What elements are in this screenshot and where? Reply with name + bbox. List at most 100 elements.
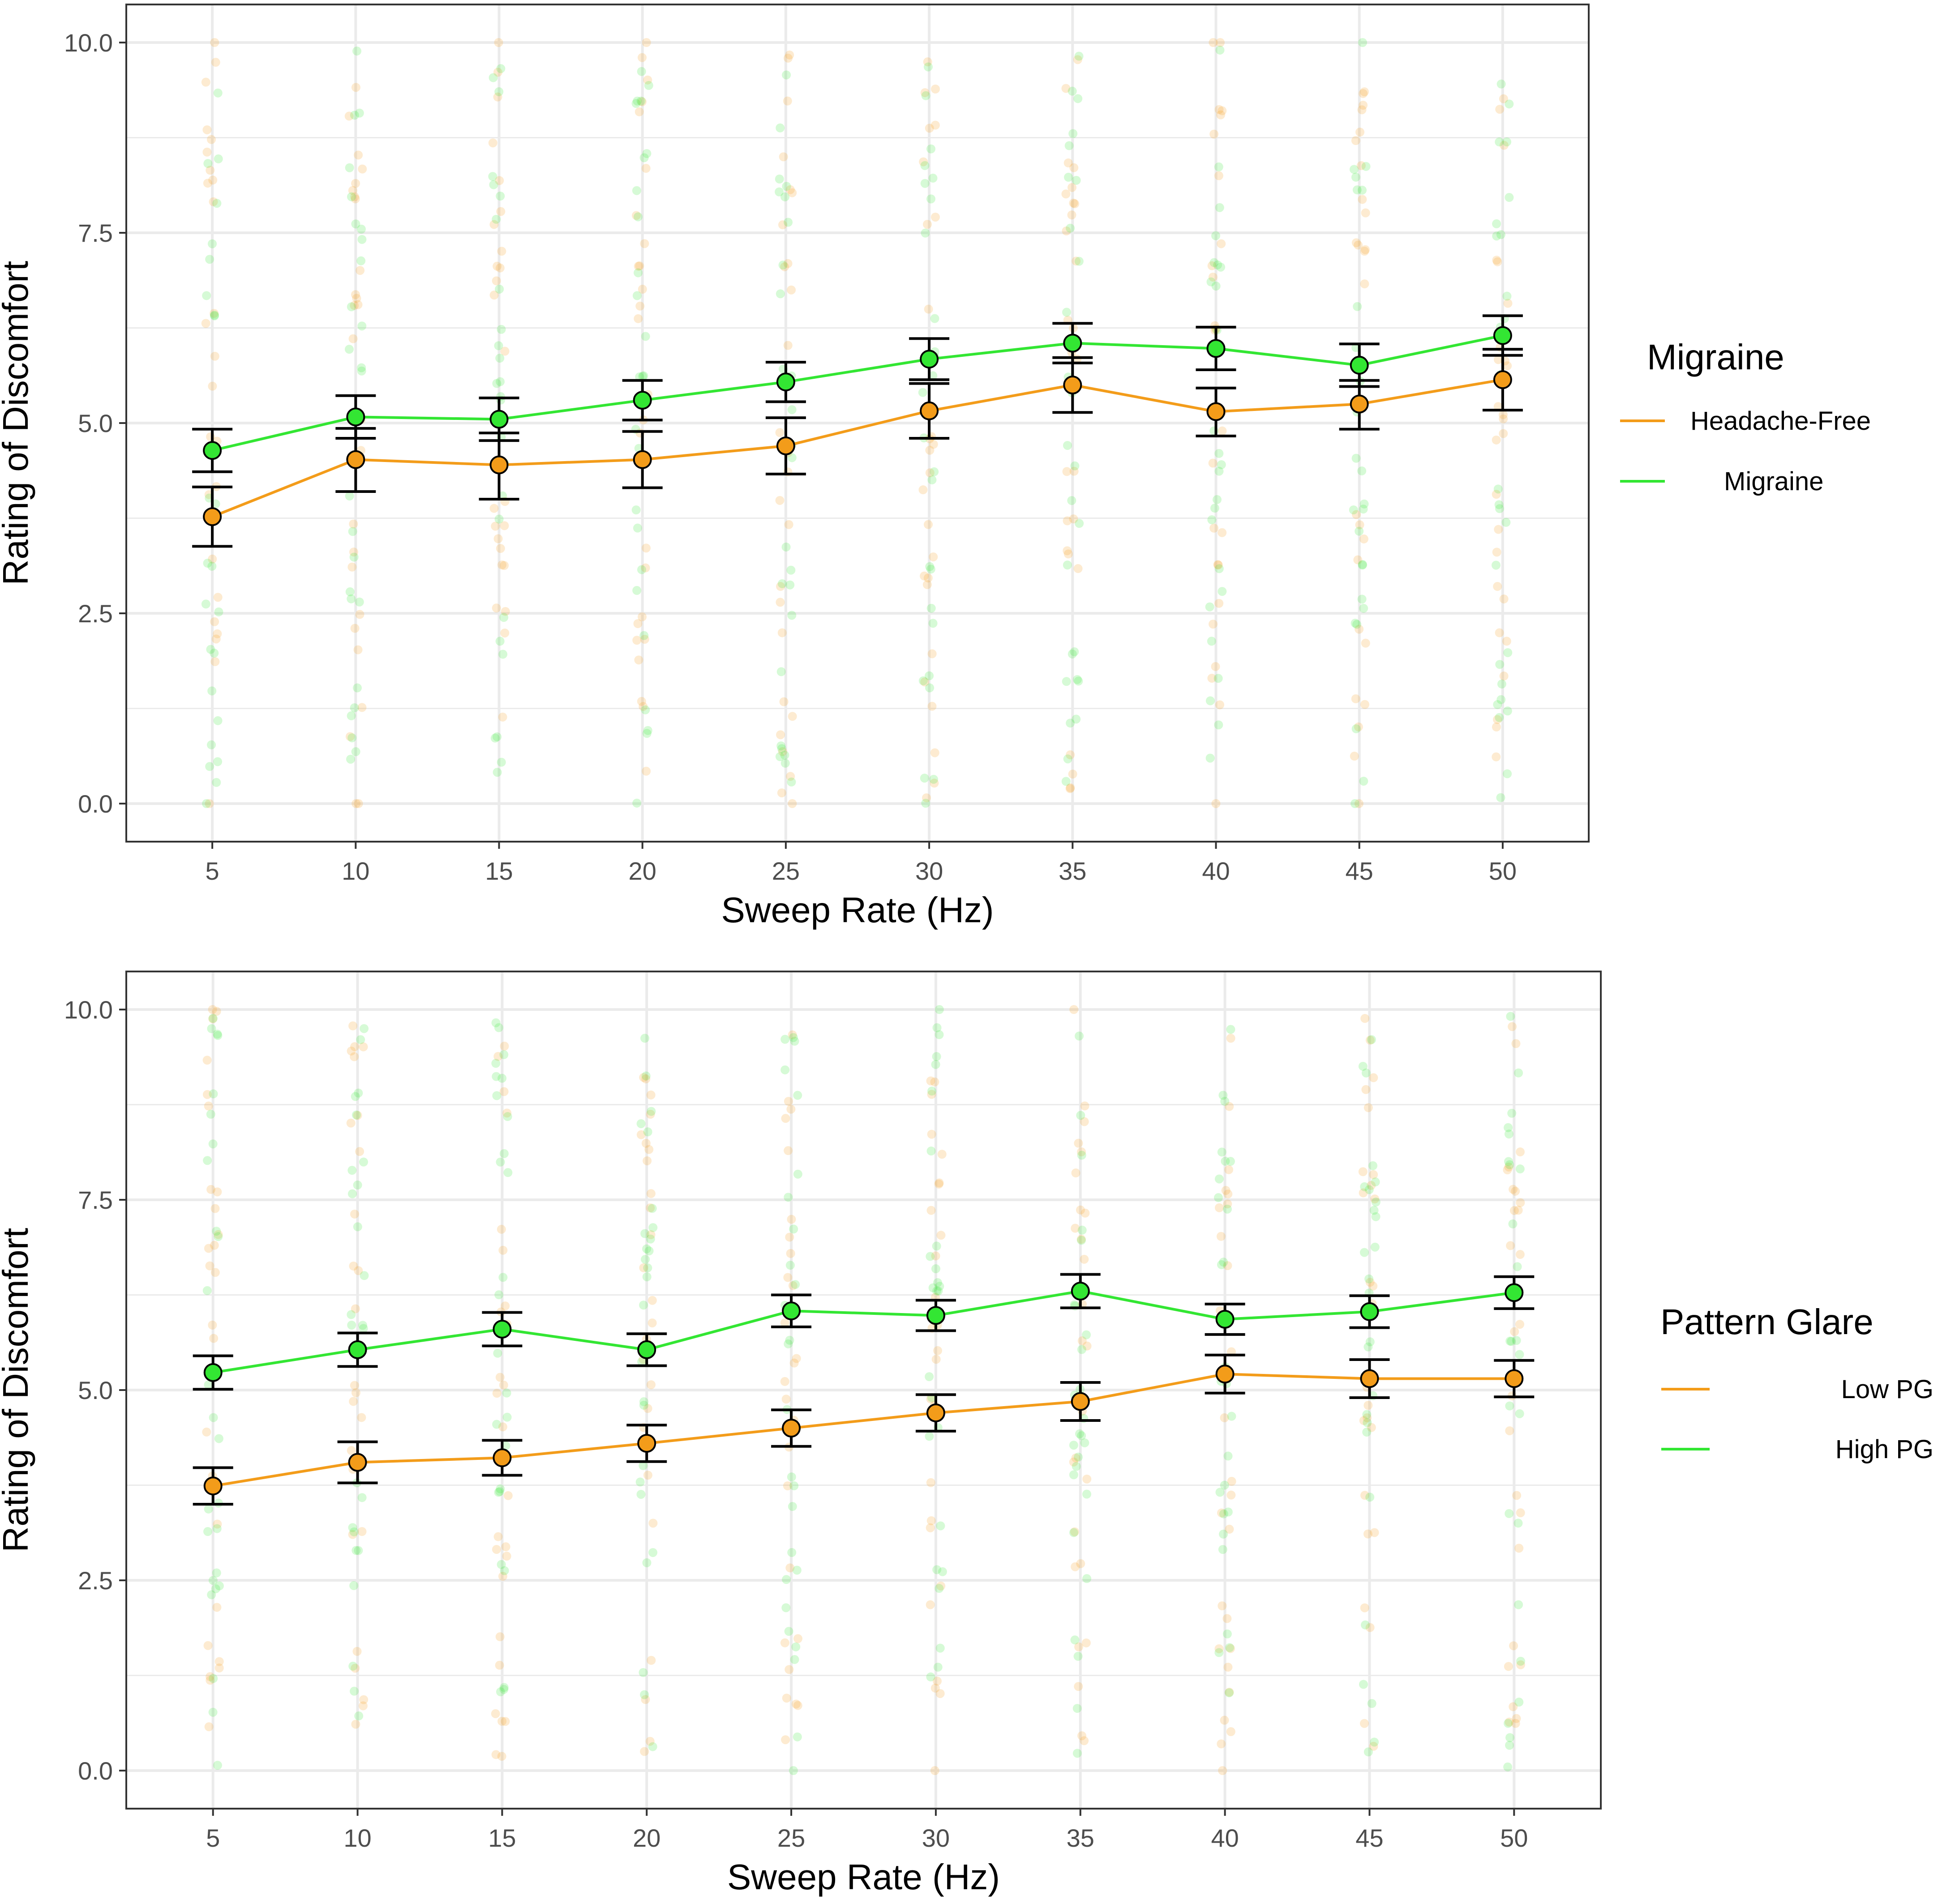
raw-point — [208, 1014, 218, 1023]
raw-point — [1080, 1254, 1089, 1264]
raw-point — [201, 599, 210, 609]
raw-point — [213, 1761, 222, 1770]
raw-point — [1365, 1493, 1375, 1502]
raw-point — [494, 341, 503, 351]
data-point-0 — [1063, 376, 1082, 394]
raw-point — [936, 1581, 946, 1591]
raw-point — [1507, 1108, 1517, 1118]
raw-point — [493, 1532, 503, 1541]
raw-point — [1493, 402, 1503, 411]
raw-point — [349, 1262, 358, 1271]
raw-point — [644, 81, 653, 90]
raw-point — [790, 1655, 799, 1664]
data-point-1 — [1071, 1282, 1090, 1301]
raw-point — [638, 612, 647, 621]
raw-point — [1496, 793, 1505, 802]
raw-point — [1073, 94, 1083, 103]
raw-point — [647, 1656, 656, 1665]
raw-point — [1220, 1716, 1229, 1725]
raw-point — [347, 562, 357, 572]
raw-point — [778, 220, 787, 230]
raw-point — [1504, 1130, 1514, 1139]
raw-point — [1359, 776, 1368, 786]
x-tick-label: 10 — [343, 1824, 371, 1852]
raw-point — [210, 1241, 219, 1250]
raw-point — [635, 1477, 645, 1487]
raw-point — [1076, 1236, 1086, 1245]
raw-point — [1371, 1198, 1381, 1207]
raw-point — [639, 1400, 648, 1410]
raw-point — [927, 649, 937, 659]
raw-point — [936, 1521, 945, 1531]
data-point-1 — [203, 441, 222, 460]
raw-point — [1226, 1727, 1235, 1736]
legend-label: Low PG — [1841, 1375, 1934, 1404]
raw-point — [1359, 505, 1368, 514]
raw-point — [927, 475, 937, 484]
raw-point — [489, 291, 499, 300]
raw-point — [351, 1092, 360, 1101]
raw-point — [639, 631, 649, 640]
raw-point — [1360, 700, 1370, 709]
raw-point — [214, 1434, 223, 1443]
y-axis-title: Rating of Discomfort — [0, 1228, 35, 1553]
raw-point — [498, 650, 508, 659]
raw-point — [203, 1527, 213, 1536]
raw-point — [1074, 257, 1084, 266]
raw-point — [1213, 560, 1223, 569]
raw-point — [781, 542, 791, 552]
raw-point — [793, 1091, 802, 1100]
raw-point — [1359, 89, 1368, 98]
raw-point — [639, 1301, 648, 1310]
raw-point — [1362, 1427, 1372, 1437]
raw-point — [929, 552, 938, 561]
raw-point — [209, 1674, 218, 1683]
raw-point — [1498, 410, 1508, 419]
raw-point — [1219, 1529, 1228, 1539]
data-point-0 — [346, 450, 365, 469]
raw-point — [647, 1107, 656, 1116]
data-point-1 — [348, 1340, 367, 1359]
raw-point — [1513, 1262, 1522, 1271]
raw-point — [1211, 282, 1221, 291]
raw-point — [935, 1178, 944, 1188]
raw-point — [350, 1052, 359, 1061]
raw-point — [1516, 1198, 1525, 1207]
raw-point — [499, 1050, 509, 1059]
raw-point — [925, 562, 935, 571]
raw-point — [491, 1059, 501, 1068]
raw-point — [927, 702, 937, 711]
raw-point — [1494, 500, 1504, 509]
raw-point — [488, 172, 497, 181]
raw-point — [1515, 1320, 1525, 1329]
raw-point — [646, 1189, 656, 1198]
raw-point — [205, 255, 214, 264]
raw-point — [1502, 137, 1512, 146]
raw-point — [636, 96, 646, 106]
raw-point — [918, 485, 928, 495]
raw-point — [1515, 1164, 1525, 1174]
raw-point — [347, 733, 357, 743]
raw-point — [1351, 238, 1361, 248]
raw-point — [347, 1166, 357, 1175]
raw-point — [930, 467, 939, 476]
raw-point — [357, 321, 367, 331]
raw-point — [206, 645, 215, 654]
raw-point — [1211, 662, 1220, 671]
raw-point — [346, 754, 356, 764]
raw-point — [211, 1584, 220, 1593]
raw-point — [213, 1029, 222, 1039]
raw-point — [493, 768, 502, 777]
raw-point — [1502, 637, 1511, 646]
raw-point — [1069, 1470, 1078, 1480]
raw-point — [632, 291, 642, 300]
raw-point — [349, 1527, 359, 1536]
raw-point — [212, 1603, 222, 1612]
raw-point — [646, 1090, 656, 1100]
raw-point — [935, 1689, 945, 1698]
raw-point — [498, 1245, 508, 1255]
raw-point — [640, 634, 649, 644]
x-tick-label: 30 — [915, 857, 943, 885]
data-point-1 — [1206, 339, 1226, 358]
